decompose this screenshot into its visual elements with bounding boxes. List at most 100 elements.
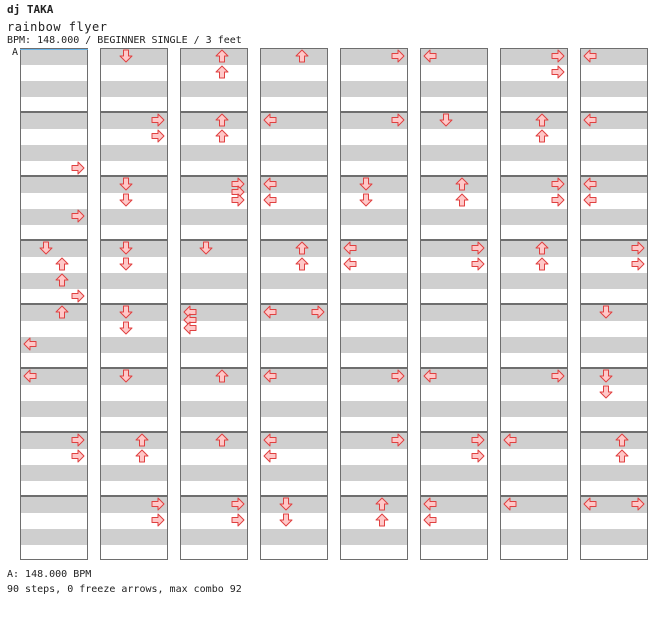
beat-band [501,177,567,193]
step-arrow-up [615,433,629,447]
measure [500,368,568,432]
step-arrow-down [439,113,453,127]
beat-band [581,241,647,257]
step-arrow-right [311,305,325,319]
measure [580,240,648,304]
step-arrow-up [455,193,469,207]
measure [420,112,488,176]
step-arrow-left [343,257,357,271]
step-arrow-up [215,433,229,447]
beat-band [341,177,407,193]
step-arrow-down [599,305,613,319]
chart-column [100,48,168,560]
measure [500,112,568,176]
measure [340,432,408,496]
measure [500,240,568,304]
beat-band [261,81,327,97]
step-arrow-down [119,257,133,271]
beat-band [421,177,487,193]
beat-band [341,113,407,129]
beat-band [581,433,647,449]
measure [180,368,248,432]
beat-band [21,465,87,481]
step-arrow-up [55,305,69,319]
step-arrow-up [135,433,149,447]
chart-column [580,48,648,560]
measure [180,240,248,304]
measure [420,304,488,368]
beat-band [21,369,87,385]
measure [20,496,88,560]
step-arrow-left [423,497,437,511]
step-arrow-down [119,305,133,319]
beat-band [341,529,407,545]
beat-band [501,497,567,513]
step-arrow-left [263,305,277,319]
beat-band [101,305,167,321]
beat-band [261,113,327,129]
beat-band [421,113,487,129]
measure [500,304,568,368]
step-arrow-right [391,49,405,63]
step-arrow-right [151,513,165,527]
beat-band [261,209,327,225]
beat-band [181,49,247,65]
measure [420,496,488,560]
beat-band [421,305,487,321]
beat-band [181,433,247,449]
beat-band [101,465,167,481]
step-arrow-down [359,193,373,207]
measure [580,304,648,368]
step-arrow-up [535,257,549,271]
beat-band [341,337,407,353]
chart-column [500,48,568,560]
measure [340,368,408,432]
step-arrow-left [263,369,277,383]
beat-band [501,465,567,481]
beat-band [21,81,87,97]
beat-band [21,49,87,65]
beat-band [581,81,647,97]
beat-band [181,401,247,417]
step-arrow-right [151,497,165,511]
beat-band [261,177,327,193]
step-arrow-up [535,241,549,255]
beat-band [21,337,87,353]
step-arrow-left [583,193,597,207]
beat-band [101,369,167,385]
measure [100,368,168,432]
step-arrow-down [279,497,293,511]
beat-band [261,305,327,321]
beat-band [261,145,327,161]
measure [260,496,328,560]
measure [340,176,408,240]
beat-band [341,465,407,481]
step-arrow-up [535,129,549,143]
step-arrow-down [119,177,133,191]
beat-band [261,401,327,417]
bpm-change-marker: A [12,47,19,58]
chart-column [340,48,408,560]
step-arrow-up [215,369,229,383]
step-arrow-left [263,433,277,447]
step-arrow-left [583,113,597,127]
step-arrow-right [151,129,165,143]
step-arrow-right [631,497,645,511]
step-arrow-right [231,193,245,207]
beat-band [21,433,87,449]
measure [100,240,168,304]
beat-band [341,305,407,321]
beat-band [21,177,87,193]
measure [180,304,248,368]
beat-band [181,113,247,129]
step-arrow-up [615,449,629,463]
beat-band [581,305,647,321]
step-arrow-left [583,497,597,511]
beat-band [101,433,167,449]
step-arrow-right [471,241,485,255]
beat-band [421,369,487,385]
measure [100,432,168,496]
beat-band [421,209,487,225]
beat-band [21,305,87,321]
